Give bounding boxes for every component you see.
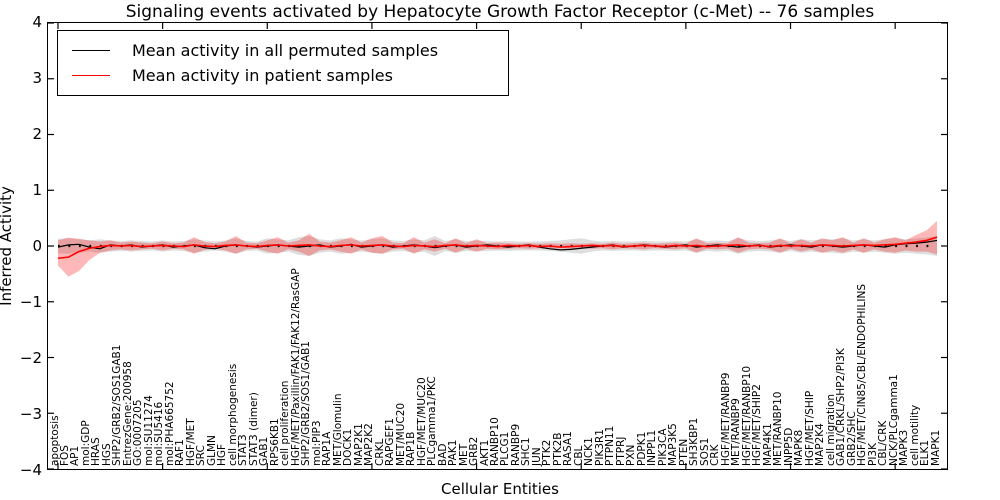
- patient-band: [57, 220, 938, 277]
- plot-area: [47, 22, 948, 470]
- x-tick-label: MAPK1: [929, 429, 942, 466]
- legend-line-sample-black: [72, 50, 110, 51]
- x-axis-label: Cellular Entities: [441, 480, 559, 498]
- y-tick-label: 4: [32, 13, 42, 31]
- y-tick-label: −1: [19, 293, 42, 311]
- y-tick-label: 0: [32, 237, 42, 255]
- legend-item-permuted: Mean activity in all permuted samples: [72, 41, 508, 60]
- legend-line-sample-red: [72, 75, 110, 76]
- legend: Mean activity in all permuted samples Me…: [57, 30, 509, 96]
- y-tick-label: −2: [19, 349, 42, 367]
- legend-label: Mean activity in patient samples: [132, 66, 393, 85]
- patient-mean-line: [57, 236, 938, 260]
- y-tick-label: 2: [32, 125, 42, 143]
- y-tick-label: −3: [19, 405, 42, 423]
- x-tick-label: HGF/MET/CIN85/CBL/ENDOPHILINS: [856, 284, 869, 466]
- legend-label: Mean activity in all permuted samples: [132, 41, 439, 60]
- y-tick-label: −4: [19, 461, 42, 479]
- chart-canvas: [48, 23, 947, 469]
- legend-item-patient: Mean activity in patient samples: [72, 66, 508, 85]
- chart-title: Signaling events activated by Hepatocyte…: [125, 2, 875, 22]
- y-tick-label: 1: [32, 181, 42, 199]
- y-tick-label: 3: [32, 69, 42, 87]
